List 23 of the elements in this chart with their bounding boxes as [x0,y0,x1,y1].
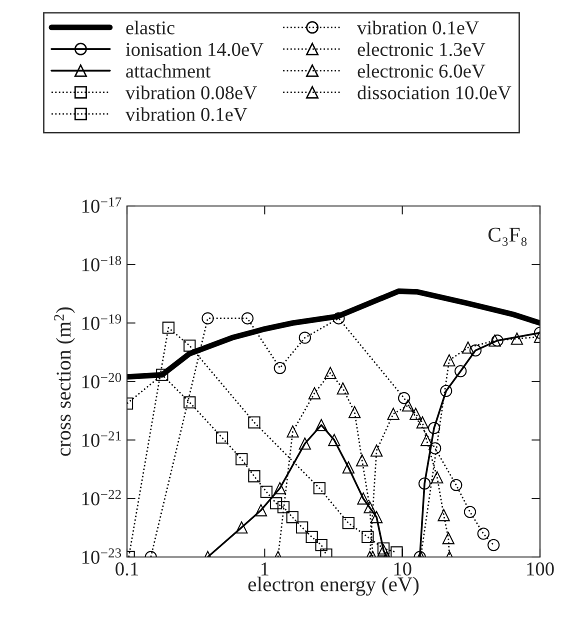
y-tick-label: 10$^{−19}$ [82,314,122,330]
x-tick-label: 10 [394,562,412,576]
legend-label: vibration 0.1eV [125,107,248,122]
annotation: C₃F₈ [488,228,527,246]
y-tick-label: 10$^{−20}$ [82,372,122,388]
y-tick-label: 10$^{−17}$ [82,197,122,213]
y-tick-label: 10$^{−22}$ [82,490,121,506]
y-tick-label: 10$^{−21}$ [82,431,121,447]
legend-label: vibration 0.08eV [125,86,257,100]
legend-label: attachment [126,64,211,78]
y-axis-title: cross section (m$^{2}$) [54,307,75,456]
x-tick-label: 100 [527,562,554,576]
legend-label: dissociation 10.0eV [358,86,512,100]
y-tick-label: 10$^{−23}$ [82,548,122,564]
y-tick-label: 10$^{−18}$ [82,256,122,272]
legend-label: vibration 0.1eV [357,20,479,34]
legend-label: ionisation 14.0eV [126,42,264,56]
x-tick-label: 1 [262,562,268,576]
x-axis-title: electron energy (eV) [248,576,419,596]
legend-label: elastic [126,20,174,34]
legend-label: electronic 6.0eV [358,64,486,78]
x-tick-label: 0.1 [116,562,138,576]
legend-label: electronic 1.3eV [358,42,486,56]
